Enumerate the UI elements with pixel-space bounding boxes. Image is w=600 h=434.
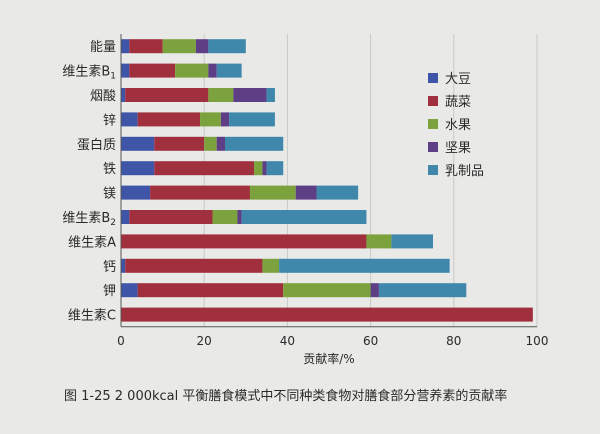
bar-segment: [249, 185, 296, 200]
bar-segment: [266, 88, 275, 102]
bar-segment: [121, 161, 155, 176]
bar-segment: [262, 258, 280, 273]
bar-segment: [254, 161, 263, 176]
bar-segment: [121, 234, 367, 249]
bar-segment: [220, 112, 230, 127]
category-label: 能量: [90, 40, 116, 55]
category-label: 烟酸: [90, 89, 116, 104]
x-axis-title: 贡献率/%: [303, 351, 354, 366]
bar-segment: [195, 39, 209, 54]
category-label: 维生素C: [68, 309, 116, 324]
bar-segment: [121, 210, 130, 224]
bar-segment: [316, 185, 359, 200]
bar-segment: [200, 112, 221, 127]
bar-segment: [233, 88, 267, 102]
x-tick-label: 80: [446, 334, 461, 348]
bar-segment: [150, 185, 250, 200]
bar-segment: [295, 185, 317, 200]
bar-segment: [121, 258, 126, 273]
x-tick-label: 20: [197, 334, 212, 348]
bar-segment: [137, 112, 201, 127]
legend-label: 乳制品: [445, 164, 484, 179]
bar-segment: [129, 63, 176, 78]
legend-swatch: [428, 96, 438, 106]
bar-segment: [121, 88, 126, 102]
bar-segment: [162, 39, 196, 54]
bar-segment: [208, 88, 234, 102]
category-label: 维生素B1: [62, 65, 116, 82]
category-label: 铁: [103, 162, 116, 177]
legend-swatch: [428, 73, 438, 83]
bar-segment: [121, 283, 138, 298]
bar-segment: [229, 112, 275, 127]
bar-segment: [204, 136, 217, 151]
bar-segment: [121, 136, 155, 151]
bar-segment: [279, 258, 450, 273]
bar-segment: [391, 234, 433, 249]
category-label: 钾: [103, 284, 116, 299]
bar-segment: [137, 283, 284, 298]
bar-segment: [237, 210, 242, 224]
bar-segment: [212, 210, 238, 224]
bar-segment: [129, 210, 213, 224]
x-tick-label: 40: [280, 334, 295, 348]
bar-segment: [129, 39, 163, 54]
bar-segment: [121, 185, 151, 200]
bar-segment: [283, 283, 371, 298]
bar-segment: [262, 161, 267, 176]
bar-segment: [121, 307, 533, 322]
bar-segment: [370, 283, 379, 298]
legend-swatch: [428, 119, 438, 129]
legend-swatch: [428, 165, 438, 175]
legend-label: 大豆: [445, 72, 471, 87]
x-tick-label: 100: [526, 334, 549, 348]
bar-segment: [216, 63, 242, 78]
legend-label: 蔬菜: [445, 95, 471, 110]
bar-segment: [154, 161, 255, 176]
category-label: 维生素A: [68, 235, 116, 250]
bar-segment: [125, 88, 209, 102]
bar-segment: [378, 283, 467, 298]
category-label: 维生素B2: [62, 211, 116, 228]
bar-segment: [208, 63, 217, 78]
bar-segment: [154, 136, 205, 151]
bar-segment: [125, 258, 263, 273]
legend-label: 水果: [445, 118, 471, 133]
x-tick-label: 0: [117, 334, 125, 348]
category-label: 蛋白质: [77, 137, 116, 153]
x-tick-label: 60: [363, 334, 378, 348]
bar-segment: [241, 210, 367, 224]
bar-segment: [266, 161, 284, 176]
bar-segment: [208, 39, 246, 54]
legend-label: 坚果: [445, 141, 471, 156]
bar-segment: [175, 63, 209, 78]
figure-caption: 图 1-25 2 000kcal 平衡膳食模式中不同种类食物对膳食部分营养素的贡…: [64, 389, 508, 404]
bar-segment: [121, 112, 138, 127]
bar-segment: [121, 39, 130, 54]
bar-segment: [216, 136, 225, 151]
category-label: 钙: [103, 260, 116, 275]
bar-segment: [121, 63, 130, 78]
category-label: 锌: [103, 113, 116, 128]
bar-segment: [366, 234, 392, 249]
bar-segment: [225, 136, 284, 151]
legend-swatch: [428, 142, 438, 152]
category-label: 镁: [103, 187, 116, 202]
